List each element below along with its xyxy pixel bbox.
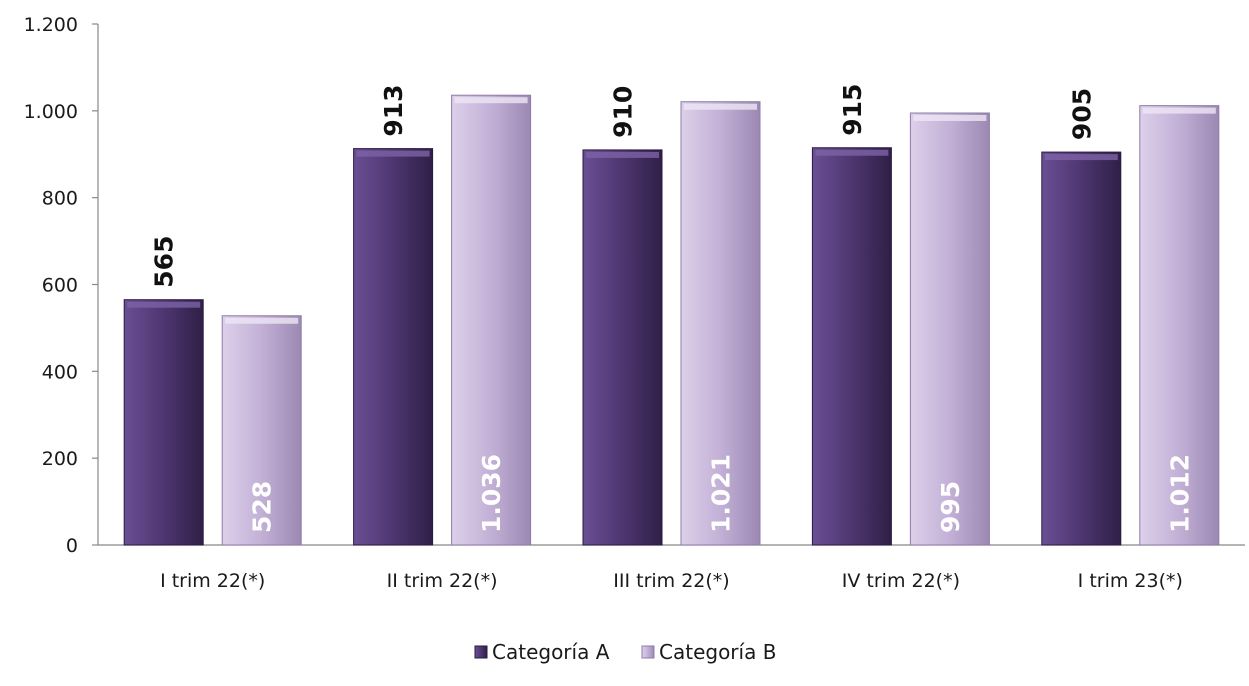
data-label-categoria-a: 565 bbox=[150, 236, 179, 288]
bar-categoria-b bbox=[221, 315, 302, 546]
data-label-categoria-b: 1.021 bbox=[707, 454, 736, 533]
bar-bevel bbox=[586, 151, 659, 158]
bar-categoria-b bbox=[909, 112, 990, 546]
bar-categoria-b bbox=[451, 94, 532, 546]
bar-bevel bbox=[1142, 107, 1216, 114]
bar-categoria-a bbox=[123, 299, 204, 546]
legend-label-categoria-a: Categoría A bbox=[492, 640, 610, 664]
data-label-categoria-b: 528 bbox=[248, 481, 277, 533]
y-tick-label: 1.200 bbox=[24, 14, 78, 36]
y-tick-label: 200 bbox=[42, 448, 78, 470]
y-tick-label: 0 bbox=[66, 535, 78, 557]
data-label-categoria-b: 1.012 bbox=[1165, 454, 1194, 533]
bar-bevel bbox=[454, 97, 528, 104]
data-label-categoria-b: 1.036 bbox=[477, 454, 506, 533]
bar-categoria-a bbox=[582, 149, 663, 546]
bar-bevel bbox=[913, 115, 987, 122]
bar-categoria-a bbox=[1041, 151, 1122, 546]
y-tick-label: 1.000 bbox=[24, 101, 78, 123]
y-tick-label: 600 bbox=[42, 275, 78, 297]
x-tick-label: I trim 22(*) bbox=[160, 570, 265, 592]
legend-label-categoria-b: Categoría B bbox=[659, 640, 776, 664]
bar-categoria-b bbox=[1139, 105, 1220, 546]
data-label-categoria-a: 910 bbox=[609, 86, 638, 138]
bar-bevel bbox=[225, 317, 299, 324]
data-labels: 565 528 913 1.036 910 1.021 915 995 905 1.012 bbox=[150, 84, 1195, 533]
data-label-categoria-a: 913 bbox=[379, 84, 408, 136]
legend-swatch-categoria-a bbox=[474, 645, 488, 659]
legend-swatch-categoria-b bbox=[641, 645, 655, 659]
x-tick-label: II trim 22(*) bbox=[387, 570, 498, 592]
bar-categoria-b bbox=[680, 101, 761, 546]
x-tick-label: IV trim 22(*) bbox=[842, 570, 960, 592]
bar-categoria-a bbox=[353, 148, 434, 546]
y-tick-label: 400 bbox=[42, 361, 78, 383]
bar-bevel bbox=[684, 103, 757, 110]
data-label-categoria-b: 995 bbox=[936, 481, 965, 533]
bars bbox=[123, 94, 1220, 546]
x-tick-label: I trim 23(*) bbox=[1078, 570, 1183, 592]
data-label-categoria-a: 915 bbox=[838, 84, 867, 136]
y-tick-label: 800 bbox=[42, 188, 78, 210]
bar-bevel bbox=[127, 301, 201, 308]
bar-bevel bbox=[356, 150, 430, 157]
bar-bevel bbox=[1044, 154, 1118, 161]
bar-categoria-a bbox=[811, 147, 892, 546]
bar-bevel bbox=[815, 149, 889, 156]
legend: Categoría A Categoría B bbox=[474, 640, 776, 664]
data-label-categoria-a: 905 bbox=[1067, 88, 1096, 140]
x-tick-label: III trim 22(*) bbox=[613, 570, 729, 592]
axes: 0 200 400 600 800 1.000 1.200 I trim 22(*) II tr… bbox=[24, 14, 1245, 592]
